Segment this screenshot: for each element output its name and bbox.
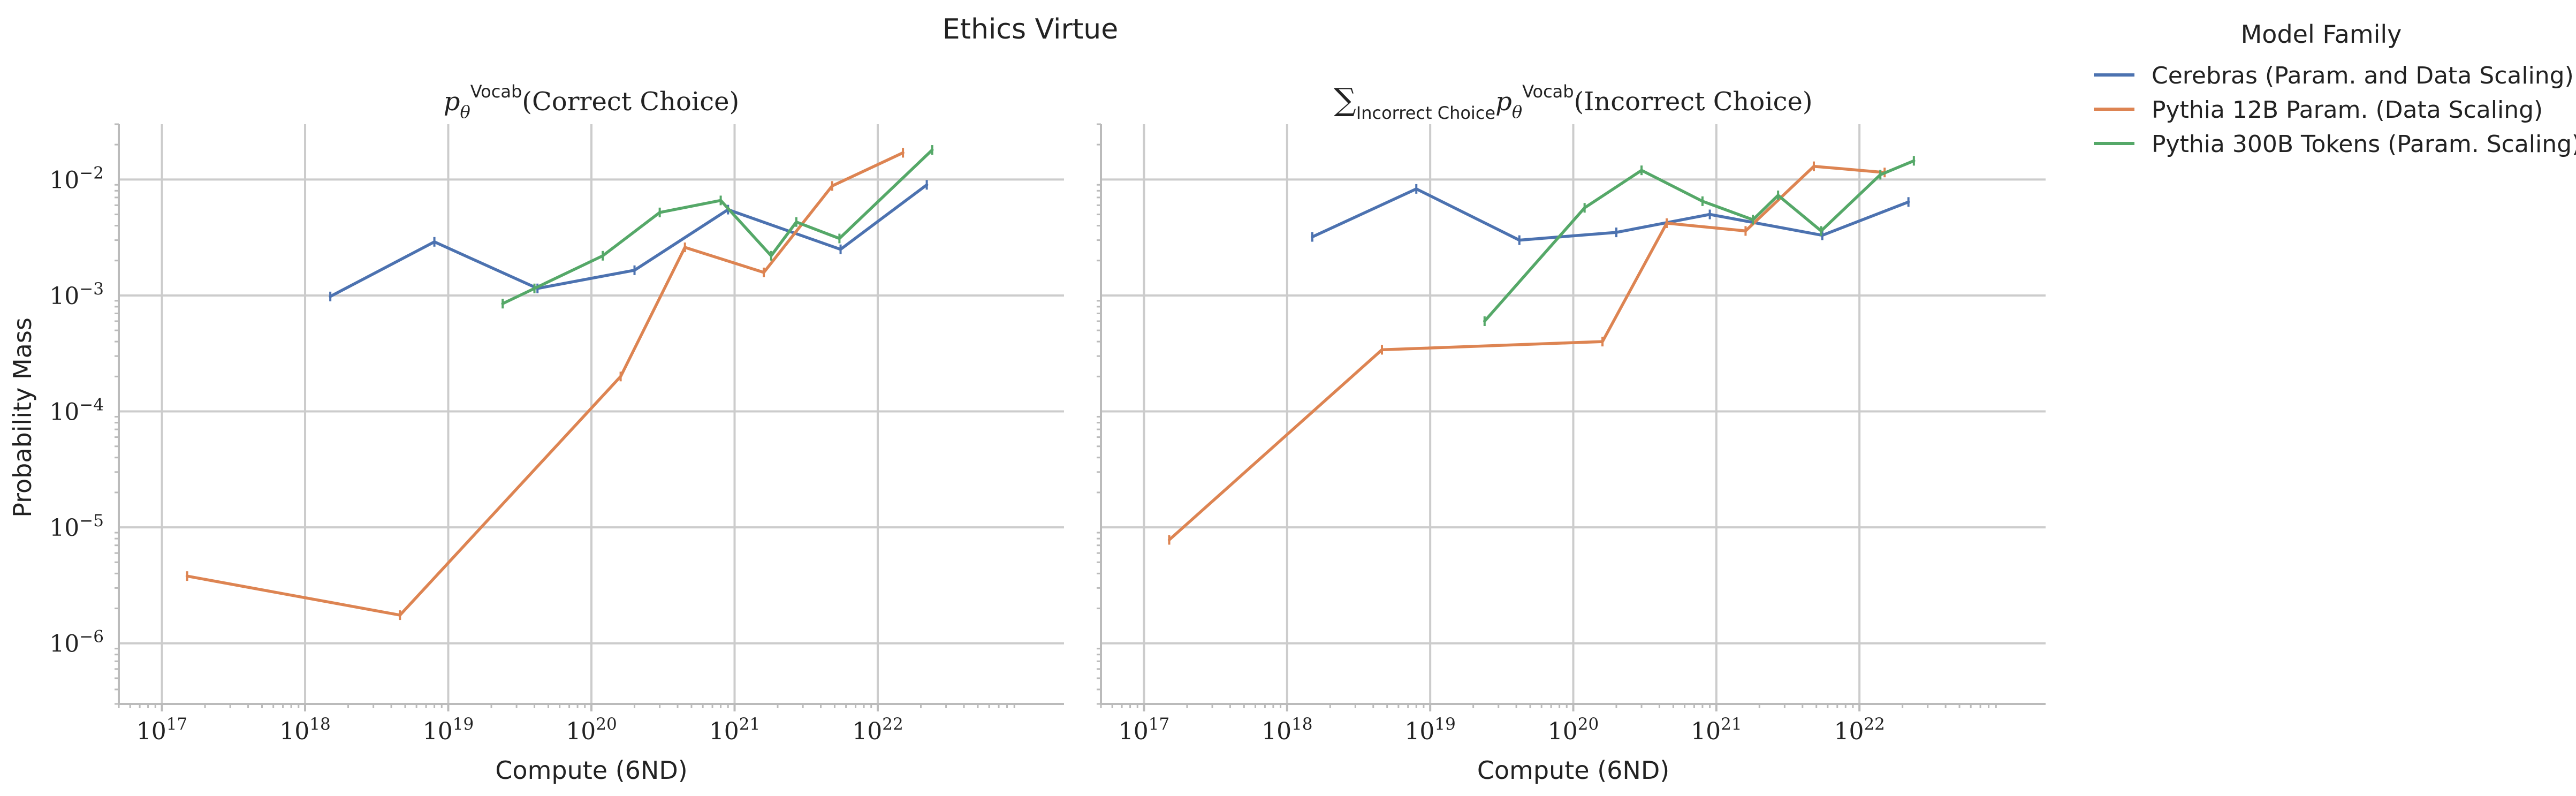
figure-title: Ethics Virtue: [943, 13, 1118, 46]
series-line-0: [329, 183, 929, 298]
x-tick-label: 1020: [566, 715, 617, 745]
series-line-1: [1167, 164, 1887, 542]
subplot-title: pθVocab(Correct Choice): [444, 81, 739, 122]
y-tick-label: 10−3: [49, 279, 104, 310]
x-tick-label: 1020: [1548, 715, 1599, 745]
subplot-title: ∑Incorrect ChoicepθVocab(Incorrect Choic…: [1334, 81, 1812, 123]
legend-entry-2: Pythia 300B Tokens (Param. Scaling): [2152, 131, 2576, 158]
x-tick-label: 1018: [1262, 715, 1312, 745]
x-tick-label: 1021: [1691, 715, 1742, 745]
y-tick-label: 10−2: [49, 163, 104, 194]
x-tick-label: 1022: [852, 715, 903, 745]
x-tick-label: 1017: [1119, 715, 1169, 745]
y-tick-label: 10−6: [49, 627, 104, 658]
y-axis-label: Probability Mass: [8, 317, 37, 518]
subplot-correct-choice: 1017 1018 1019 1020 1021 1022 10−6 10−5 10−4 10−3…: [49, 81, 1064, 785]
y-tick-label: 10−5: [49, 511, 104, 542]
legend: Model Family Cerebras (Param. and Data S…: [2094, 20, 2576, 158]
x-axis-label: Compute (6ND): [1477, 756, 1669, 785]
x-tick-label: 1019: [423, 715, 474, 745]
x-tick-label: 1019: [1404, 715, 1455, 745]
x-tick-label: 1018: [279, 715, 330, 745]
subplot-incorrect-choice: 1017 1018 1019 1020 1021 1022 Compute (6ND) ∑In…: [1097, 81, 2046, 785]
series-line-2: [1483, 159, 1916, 323]
legend-entry-1: Pythia 12B Param. (Data Scaling): [2152, 96, 2543, 124]
x-tick-label: 1017: [136, 715, 187, 745]
x-axis-label: Compute (6ND): [495, 756, 687, 785]
series-line-0: [1311, 187, 1910, 242]
legend-entry-0: Cerebras (Param. and Data Scaling): [2152, 62, 2574, 89]
x-tick-label: 1021: [709, 715, 760, 745]
x-tick-label: 1022: [1834, 715, 1884, 745]
legend-title: Model Family: [2241, 20, 2402, 49]
series-line-2: [501, 148, 934, 305]
y-tick-label: 10−4: [49, 396, 104, 426]
